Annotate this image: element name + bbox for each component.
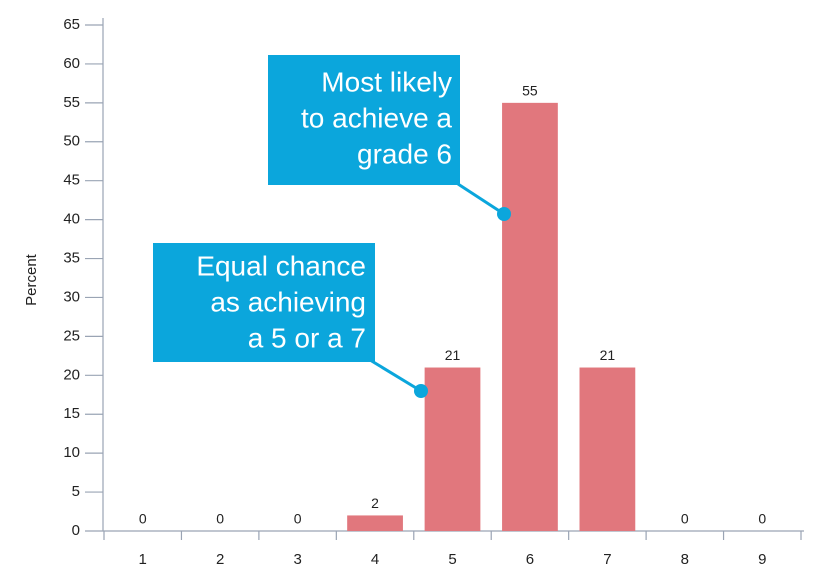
- y-tick-label: 15: [63, 405, 80, 422]
- y-tick-label: 55: [63, 94, 80, 111]
- x-tick-label: 6: [526, 551, 534, 568]
- value-label: 21: [600, 347, 616, 363]
- y-tick-label: 35: [63, 250, 80, 267]
- y-tick-label: 20: [63, 366, 80, 383]
- callout-pointer: [369, 358, 422, 393]
- callout-text: grade 6: [357, 138, 452, 169]
- callout-text: Most likely: [321, 66, 452, 97]
- y-axis-label: Percent: [23, 253, 40, 306]
- value-label: 2: [371, 495, 379, 511]
- y-tick-label: 40: [63, 211, 80, 228]
- x-tick-label: 5: [448, 551, 456, 568]
- callout-box: [268, 55, 460, 185]
- bar: [347, 515, 403, 531]
- x-tick-label: 1: [139, 551, 147, 568]
- y-tick-label: 25: [63, 327, 80, 344]
- x-tick-label: 4: [371, 551, 379, 568]
- value-label: 0: [758, 511, 766, 527]
- value-label: 0: [681, 511, 689, 527]
- callout-dot: [497, 207, 511, 221]
- x-tick-label: 8: [681, 551, 689, 568]
- y-tick-label: 30: [63, 288, 80, 305]
- callout-text: a 5 or a 7: [248, 322, 366, 353]
- value-label: 55: [522, 83, 538, 99]
- value-label: 0: [216, 511, 224, 527]
- y-tick-label: 10: [63, 444, 80, 461]
- y-tick-label: 45: [63, 172, 80, 189]
- callout-text: Equal chance: [196, 250, 366, 281]
- bar: [424, 367, 481, 531]
- callout: Equal chance as achieving a 5 or a 7: [153, 243, 428, 398]
- bar: [502, 102, 558, 531]
- value-label: 0: [294, 511, 302, 527]
- callout-text: as achieving: [210, 286, 366, 317]
- value-label: 21: [445, 347, 461, 363]
- bar: [579, 367, 636, 531]
- x-tick-label: 7: [603, 551, 611, 568]
- y-tick-label: 65: [63, 16, 80, 33]
- y-tick-label: 5: [72, 483, 80, 500]
- callout-pointer: [457, 182, 505, 216]
- value-label: 0: [139, 511, 147, 527]
- callout-text: to achieve a: [301, 102, 452, 133]
- x-tick-label: 3: [293, 551, 301, 568]
- callout: Most likely to achieve a grade 6: [268, 55, 511, 221]
- callout-box: [153, 243, 375, 362]
- y-tick-label: 50: [63, 133, 80, 150]
- y-tick-label: 60: [63, 55, 80, 72]
- callout-dot: [414, 384, 428, 398]
- y-tick-label: 0: [72, 522, 80, 539]
- x-tick-label: 9: [758, 551, 766, 568]
- x-tick-label: 2: [216, 551, 224, 568]
